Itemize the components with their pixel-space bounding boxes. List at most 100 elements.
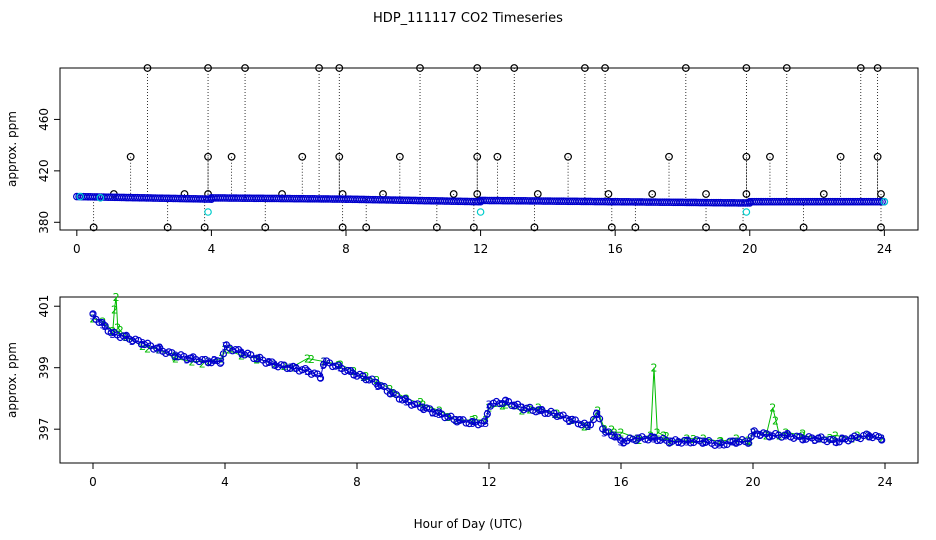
bottom-series-3-data-marker: 3 xyxy=(865,429,872,442)
top-outlier-402-point xyxy=(604,190,613,198)
top-cyan-point xyxy=(204,208,212,216)
bottom-series-3-data-marker: 3 xyxy=(288,362,295,375)
bottom-series-3-point xyxy=(310,369,319,377)
bottom-series-2-data-marker: 2 xyxy=(337,359,344,372)
bottom-panel-y-axis: 397 399 401 xyxy=(37,295,60,441)
bottom-series-3-data-marker: 3 xyxy=(700,435,707,448)
top-outlier-high-point xyxy=(742,64,751,72)
bottom-series-3-point xyxy=(483,410,491,418)
bottom-series-3-point xyxy=(444,413,452,421)
top-outlier-376-point xyxy=(631,223,640,232)
top-x-tick-label: 4 xyxy=(208,242,216,256)
bottom-panel-y-label: approx. ppm xyxy=(5,342,19,418)
top-y-tick-label: 380 xyxy=(37,211,51,234)
top-x-tick-label: 16 xyxy=(608,242,623,256)
top-cyan-point xyxy=(76,192,84,201)
bottom-series-3-marker: 3 xyxy=(593,408,600,421)
bottom-series-3-data-marker: 3 xyxy=(618,435,625,448)
bottom-series-3-point xyxy=(720,441,728,449)
top-outlier-376-point xyxy=(799,223,808,232)
top-outlier-431-point xyxy=(335,152,344,161)
bottom-series-3-point xyxy=(686,439,695,447)
bottom-y-tick-label: 399 xyxy=(37,356,51,379)
bottom-series-3-point xyxy=(878,436,886,444)
bottom-series-3-point xyxy=(468,417,476,426)
top-outlier-402-point xyxy=(533,190,542,198)
bottom-x-tick-label: 0 xyxy=(89,475,97,489)
bottom-series-3-data-marker: 3 xyxy=(403,396,410,409)
bottom-series-3-point xyxy=(586,421,595,429)
bottom-series-3-point xyxy=(101,322,109,330)
bottom-series-3-point xyxy=(344,366,352,375)
bottom-series-3-point xyxy=(726,437,734,445)
bottom-series-2-data-marker: 2 xyxy=(651,362,658,375)
bottom-series-3-data-marker: 3 xyxy=(634,432,641,445)
bottom-series-3-marker: 3 xyxy=(566,415,573,428)
bottom-series-3-point xyxy=(204,359,212,367)
top-outlier-high-point xyxy=(681,64,690,72)
top-outlier-376-point xyxy=(607,223,616,232)
bottom-series-3-data-marker: 3 xyxy=(849,432,856,445)
bottom-series-3-data-marker: 3 xyxy=(482,417,489,430)
bottom-series-3-data-marker: 3 xyxy=(172,349,179,362)
bottom-series-3-point xyxy=(277,361,285,369)
bottom-series-3-data-marker: 3 xyxy=(317,371,324,384)
bottom-series-3-point xyxy=(765,433,774,441)
bottom-series-3-point xyxy=(647,433,655,441)
bottom-series-2-data-marker: 2 xyxy=(519,405,526,418)
bottom-series-3-point xyxy=(316,374,325,382)
bottom-series-3-point xyxy=(283,364,291,373)
bottom-y-tick-label: 397 xyxy=(37,418,51,441)
bottom-series-3-point xyxy=(265,358,273,366)
top-outlier-376-point xyxy=(200,223,209,232)
bottom-series-2-data-marker: 2 xyxy=(189,356,196,369)
bottom-series-3-point xyxy=(641,435,649,443)
bottom-series-2-data-marker: 2 xyxy=(618,426,625,439)
bottom-series-3-marker: 3 xyxy=(347,365,354,378)
top-x-tick-label: 0 xyxy=(73,242,81,256)
top-cyan-point xyxy=(476,208,485,216)
bottom-series-3-marker: 3 xyxy=(757,429,764,442)
bottom-series-3-data-marker: 3 xyxy=(304,365,311,378)
top-outlier-high-point xyxy=(580,64,589,72)
bottom-series-3-data-marker: 3 xyxy=(651,432,658,445)
top-panel: 0 4 8 12 16 20 24 380 420 460 approx. ppm xyxy=(5,64,919,256)
bottom-series-3-data-marker: 3 xyxy=(238,346,245,359)
top-outlier-431-point xyxy=(298,152,307,161)
bottom-series-2-data-marker: 2 xyxy=(373,374,380,387)
bottom-series-3-point xyxy=(198,355,206,364)
bottom-series-3-data-marker: 3 xyxy=(139,337,146,350)
bottom-series-3-data-marker: 3 xyxy=(535,405,542,418)
bottom-series-2-data-marker: 2 xyxy=(647,429,654,442)
top-baseline-point xyxy=(876,197,884,206)
bottom-series-3-point xyxy=(541,409,549,418)
bottom-series-3-data-marker: 3 xyxy=(436,408,443,421)
top-outlier-376-point xyxy=(163,223,172,232)
bottom-series-3-marker: 3 xyxy=(320,359,327,372)
top-outlier-431-point xyxy=(564,152,572,161)
top-outlier-376-point xyxy=(338,223,347,232)
bottom-series-3-data-marker: 3 xyxy=(783,429,790,442)
top-outlier-431-point xyxy=(493,152,502,161)
top-x-tick-label: 12 xyxy=(473,242,488,256)
bottom-series-3-point xyxy=(365,376,373,384)
bottom-series-2-marker: 2 xyxy=(144,342,151,355)
top-panel-frame xyxy=(59,67,919,231)
top-panel-x-axis: 0 4 8 12 16 20 24 xyxy=(73,230,892,256)
top-outlier-431-point xyxy=(665,152,673,161)
bottom-series-2-data-marker: 2 xyxy=(832,429,839,442)
bottom-series-3-data-marker: 3 xyxy=(321,356,328,369)
bottom-series-3-marker: 3 xyxy=(784,428,791,441)
bottom-series-3-data-marker: 3 xyxy=(360,371,367,384)
top-outlier-376-point xyxy=(432,223,441,232)
bottom-series-3-data-marker: 3 xyxy=(453,414,460,427)
bottom-series-3-data-marker: 3 xyxy=(218,356,225,369)
bottom-series-3-data-marker: 3 xyxy=(611,429,618,442)
top-outlier-402-point xyxy=(702,190,710,198)
bottom-series-3-point xyxy=(456,416,464,424)
bottom-series-3-data-marker: 3 xyxy=(568,414,575,427)
bottom-series-3-point xyxy=(799,436,807,444)
top-outlier-high-point xyxy=(315,64,323,72)
bottom-series-3-data-marker: 3 xyxy=(746,435,753,448)
